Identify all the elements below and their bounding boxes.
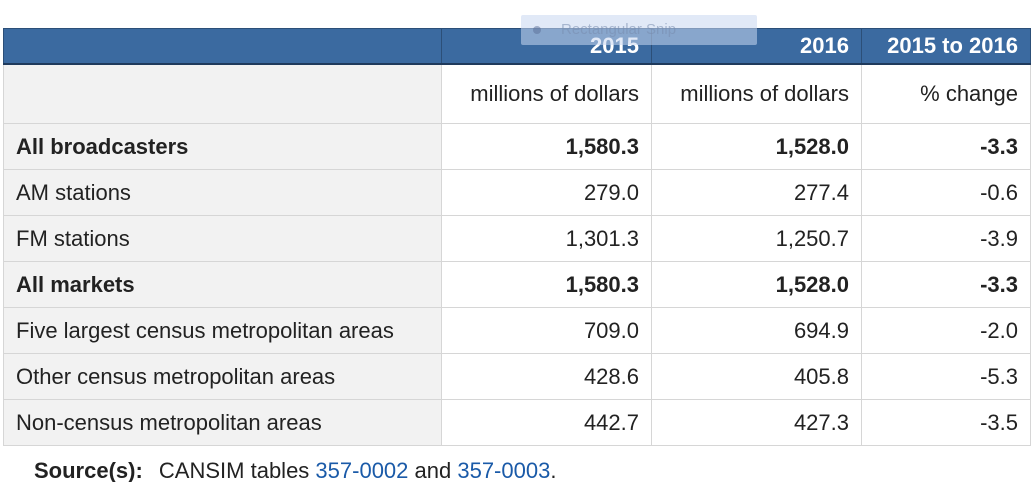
source-suffix: . [550,458,557,482]
value-2016: 694.9 [651,307,862,354]
cansim-link-357-0002[interactable]: 357-0002 [315,458,409,482]
value-2015: 279.0 [441,169,652,216]
header-change: 2015 to 2016 [861,28,1031,65]
value-2015: 442.7 [441,399,652,446]
broadcasting-revenue-table: 2015 2016 2015 to 2016 millions of dolla… [3,28,1031,446]
value-2016: 405.8 [651,353,862,400]
table-row: Non-census metropolitan areas 442.7 427.3-… [3,399,1031,446]
table-row: Five largest census metropolitan areas 70… [3,307,1031,354]
source-label: Source(s): [34,458,143,482]
value-2016: 1,528.0 [651,123,862,170]
source-note: Source(s): CANSIM tables 357-0002 and 35… [34,458,556,482]
value-2015: 1,580.3 [441,261,652,308]
table-row: Other census metropolitan areas 428.6 405.… [3,353,1031,400]
header-stub [3,28,442,65]
header-row: 2015 2016 2015 to 2016 [3,28,1031,65]
unit-change: % change [861,63,1031,124]
snip-overlay-label: Rectangular Snip [561,21,677,38]
row-label: Other census metropolitan areas [3,353,442,400]
snip-overlay: Rectangular Snip [521,15,757,45]
unit-stub [3,63,442,124]
value-change: -5.3 [861,353,1031,400]
cansim-link-357-0003[interactable]: 357-0003 [457,458,551,482]
unit-2016: millions of dollars [651,63,862,124]
source-middle: and [408,458,458,482]
value-2016: 1,250.7 [651,215,862,262]
source-prefix: CANSIM tables [158,458,316,482]
row-label: All markets [3,261,442,308]
value-2015: 1,301.3 [441,215,652,262]
units-row: millions of dollars millions of dollars … [3,63,1031,124]
value-change: -3.3 [861,261,1031,308]
row-label: FM stations [3,215,442,262]
value-change: -2.0 [861,307,1031,354]
table-row: All broadcasters 1,580.3 1,528.0 -3.3 [3,123,1031,170]
value-2016: 277.4 [651,169,862,216]
row-label: All broadcasters [3,123,442,170]
value-change: -3.5 [861,399,1031,446]
table-body: All broadcasters 1,580.3 1,528.0 -3.3 AM sta… [3,123,1031,446]
value-change: -3.9 [861,215,1031,262]
table-row: All markets 1,580.3 1,528.0 -3.3 [3,261,1031,308]
table-row: AM stations 279.0 277.4 -0.6 [3,169,1031,216]
value-2015: 709.0 [441,307,652,354]
value-2016: 427.3 [651,399,862,446]
row-label: Non-census metropolitan areas [3,399,442,446]
table-row: FM stations 1,301.3 1,250.7 -3.9 [3,215,1031,262]
value-2015: 1,580.3 [441,123,652,170]
snip-dot-icon [533,26,541,34]
value-2015: 428.6 [441,353,652,400]
value-change: -0.6 [861,169,1031,216]
value-change: -3.3 [861,123,1031,170]
row-label: Five largest census metropolitan areas [3,307,442,354]
value-2016: 1,528.0 [651,261,862,308]
row-label: AM stations [3,169,442,216]
unit-2015: millions of dollars [441,63,652,124]
